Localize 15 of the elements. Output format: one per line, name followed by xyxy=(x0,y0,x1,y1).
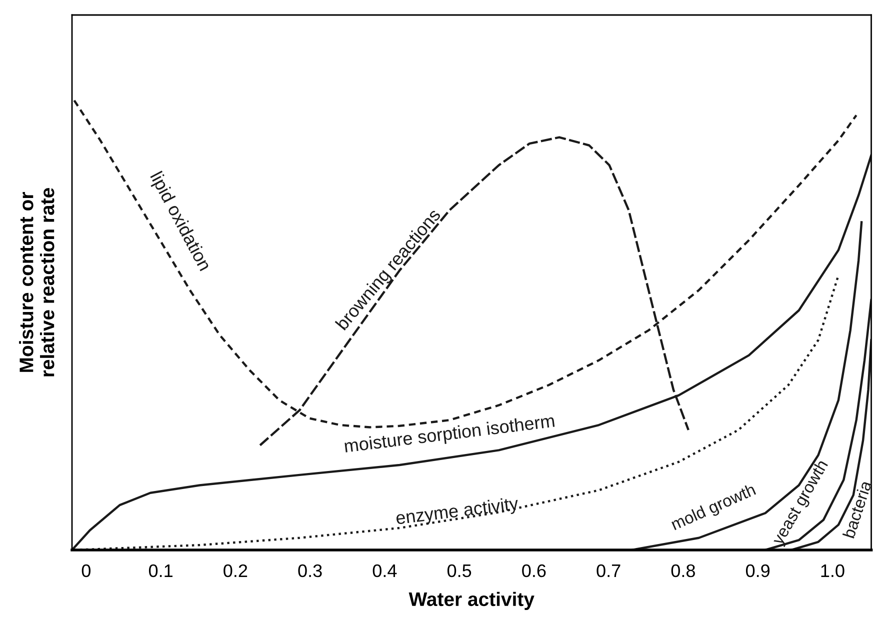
x-tick-label: 0 xyxy=(82,564,90,578)
x-tick-label: 0.2 xyxy=(224,564,248,578)
x-tick-label: 0.5 xyxy=(447,564,472,578)
x-tick-label: 0.9 xyxy=(746,564,770,578)
x-tick-label: 0.6 xyxy=(522,564,546,578)
x-axis-title: Water activity xyxy=(408,592,534,610)
x-tick-label: 0.1 xyxy=(148,564,172,578)
text: enzyme activity xyxy=(396,496,520,528)
x-tick-label: 1.0 xyxy=(821,564,844,578)
text: moisture sorption isotherm xyxy=(344,414,556,456)
y-axis-title: Moisture content or relative reaction rate xyxy=(19,188,54,376)
x-tick-label: 0.7 xyxy=(596,564,620,578)
x-tick-label: 0.4 xyxy=(372,564,397,578)
x-tick-label: 0.8 xyxy=(671,564,695,578)
x-tick-label: 0.3 xyxy=(298,564,322,578)
